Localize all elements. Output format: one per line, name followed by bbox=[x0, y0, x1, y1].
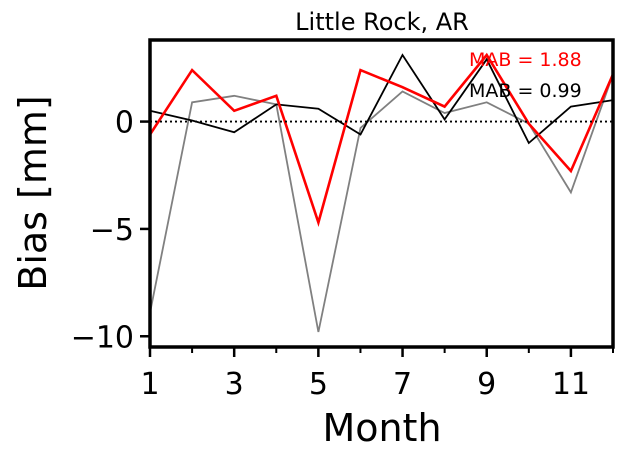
y-tick-label: 0 bbox=[115, 106, 134, 141]
x-tick-label: 5 bbox=[309, 367, 328, 402]
chart-title: Little Rock, AR bbox=[295, 8, 469, 36]
annotation-layer: MAB = 1.88 MAB = 0.99 bbox=[469, 49, 582, 102]
y-tick-label: −5 bbox=[90, 213, 134, 248]
x-tick-label: 1 bbox=[140, 367, 159, 402]
series-line-3 bbox=[148, 52, 615, 227]
series-line-2 bbox=[149, 53, 614, 145]
ticks-layer: 1 3 5 7 9 11 −10 −5 0 bbox=[71, 106, 614, 402]
plot-frame bbox=[148, 38, 615, 349]
x-tick-label: 7 bbox=[393, 367, 412, 402]
x-tick-label: 3 bbox=[225, 367, 244, 402]
x-tick-label: 9 bbox=[477, 367, 496, 402]
y-tick-label: −10 bbox=[71, 320, 134, 355]
x-tick-label: 11 bbox=[552, 367, 590, 402]
mab-annotation-2: MAB = 0.99 bbox=[469, 80, 582, 102]
x-axis-label: Month bbox=[322, 406, 441, 450]
series-line-1 bbox=[149, 73, 614, 333]
mab-annotation-1: MAB = 1.88 bbox=[469, 49, 582, 71]
y-axis-label: Bias [mm] bbox=[11, 95, 55, 290]
series-layer bbox=[148, 52, 615, 333]
